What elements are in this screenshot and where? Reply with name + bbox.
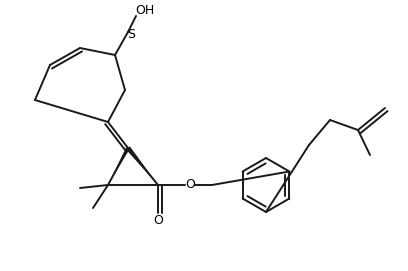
Text: S: S (127, 27, 135, 40)
Text: O: O (185, 179, 195, 192)
Polygon shape (126, 146, 158, 185)
Polygon shape (108, 147, 130, 185)
Text: O: O (153, 215, 163, 227)
Text: OH: OH (135, 5, 155, 18)
